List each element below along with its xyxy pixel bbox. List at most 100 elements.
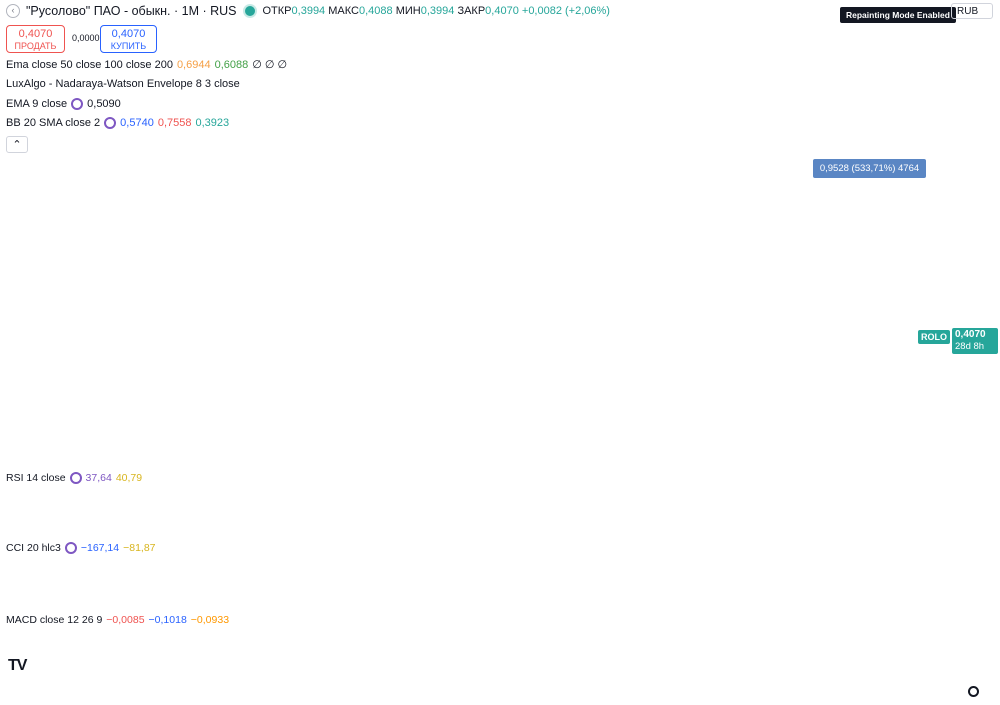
macd-hist-bar — [376, 653, 380, 655]
macd-hist-bar — [595, 648, 599, 653]
macd-hist-bar — [447, 644, 451, 653]
currency-select[interactable]: RUB — [951, 3, 993, 19]
price-axis-tick: 0,1250 — [955, 390, 986, 401]
up-arrow-head — [811, 181, 825, 197]
sell-price: 0,4070 — [18, 28, 53, 40]
macd-hist-bar — [242, 649, 246, 653]
ema9-line — [88, 182, 726, 404]
last-price-value: 0,4070 — [955, 329, 986, 340]
settings-icon[interactable] — [69, 472, 82, 484]
macd-hist-bar — [461, 643, 465, 653]
macd-hist-bar — [433, 647, 437, 653]
buy-label: КУПИТЬ — [110, 41, 147, 51]
legend-ema-empty: ∅ ∅ ∅ — [252, 59, 288, 71]
settings-icon[interactable] — [104, 117, 117, 129]
logo-text: TV — [8, 657, 27, 674]
time-axis-tick: 2014 — [85, 689, 108, 700]
macd-hist-bar — [588, 647, 592, 653]
symbol-title[interactable]: "Русолово" ПАО - обыкн. · 1M · RUS — [26, 4, 237, 18]
close-label: ЗАКР — [457, 5, 486, 17]
down-arrow — [751, 337, 763, 379]
macd-hist-bar — [511, 653, 515, 659]
measure-label-text: 0,9528 (533,71%) 4764 — [819, 163, 920, 174]
time-axis-tick: 2019 — [344, 689, 367, 700]
time-axis-tick: 2026 — [708, 689, 731, 700]
change-value: +0,0082 (+2,06%) — [521, 5, 610, 17]
annotations — [0, 181, 948, 383]
candle-body — [157, 396, 161, 398]
legend-nw-label: LuxAlgo - Nadaraya-Watson Envelope 8 3 c… — [6, 78, 240, 90]
candle-body — [461, 183, 465, 203]
macd-hist-bar — [313, 653, 317, 655]
macd-hist-bar — [482, 649, 486, 653]
macd-hist-bar — [341, 653, 345, 655]
candle-body — [341, 374, 345, 376]
legend-macd[interactable]: MACD close 12 26 9 −0,0085 −0,1018 −0,09… — [6, 614, 229, 626]
macd-hist-bar — [624, 653, 628, 655]
candle-body — [164, 396, 168, 398]
candle-body — [171, 396, 175, 399]
macd-hist-bar — [404, 650, 408, 653]
collapse-arrow-icon[interactable]: ‹ — [6, 4, 20, 18]
candle-body — [121, 396, 126, 399]
macd-hist-bar — [560, 653, 564, 657]
cci-axis-tick: 400,00 — [955, 542, 986, 553]
candle-body — [623, 210, 628, 237]
sell-button[interactable]: 0,4070 ПРОДАТЬ — [6, 25, 65, 53]
legend-bb[interactable]: BB 20 SMA close 2 0,5740 0,7558 0,3923 — [6, 117, 229, 129]
price-axis-tick: 1,3750 — [955, 134, 986, 145]
macd-hist-bar — [249, 649, 253, 653]
candle-body — [206, 396, 211, 398]
macd-hist-bar — [270, 652, 274, 653]
candle-body — [602, 157, 607, 170]
legend-ema9[interactable]: EMA 9 close 0,5090 — [6, 98, 121, 110]
time-axis-tick: 2021 — [448, 689, 471, 700]
macd-hist-bar — [716, 653, 720, 658]
candle-body — [425, 296, 430, 311]
macd-hist-bar — [305, 653, 309, 655]
ema200-line — [88, 285, 725, 404]
legend-ema-multi[interactable]: Ema close 50 close 100 close 200 0,6944 … — [6, 58, 288, 72]
measure-label[interactable]: 0,9528 (533,71%) 4764 — [813, 159, 926, 178]
macd-hist-bar — [440, 645, 444, 653]
candle-body — [234, 341, 239, 352]
legend-rsi[interactable]: RSI 14 close 37,64 40,79 — [6, 472, 142, 484]
candle-body — [192, 396, 197, 399]
macd-hist-bar — [291, 653, 295, 654]
candle-body — [673, 267, 677, 295]
buy-button[interactable]: 0,4070 КУПИТЬ — [100, 25, 157, 53]
macd-hist-bar — [687, 653, 691, 659]
macd-hist-bar — [617, 652, 621, 653]
close-value: 0,4070 — [485, 5, 519, 17]
legend-ema-multi-label: Ema close 50 close 100 close 200 — [6, 58, 173, 71]
candle-body — [411, 327, 416, 334]
high-label: МАКС — [328, 5, 359, 17]
legend-macd-signal: −0,0933 — [190, 614, 230, 626]
macd-hist-bar — [320, 653, 324, 655]
nw-upper-line — [88, 153, 726, 346]
candle-body — [418, 310, 423, 328]
candle-body — [489, 228, 494, 235]
candle-body — [263, 347, 267, 366]
candle-body — [475, 208, 479, 225]
settings-icon[interactable] — [64, 542, 77, 554]
symbol-header: ‹ "Русолово" ПАО - обыкн. · 1M · RUS ОТК… — [6, 4, 610, 18]
macd-hist-bar — [723, 653, 727, 658]
price-axis-tick: 1,6250 — [955, 83, 986, 94]
rsi-axis-tick: 25,00 — [955, 525, 980, 536]
gear-icon[interactable] — [968, 686, 979, 697]
macd-hist-bar — [673, 653, 677, 660]
macd-hist-bar — [680, 653, 684, 660]
legend-cci[interactable]: CCI 20 hlc3 −167,14 −81,87 — [6, 542, 156, 554]
oscillator-panes: 75,00 50,00 25,00 400,00 0,00 0,2000 0,0000 — [0, 474, 986, 663]
candle-body — [503, 273, 508, 285]
settings-icon[interactable] — [71, 98, 84, 110]
sell-label: ПРОДАТЬ — [14, 41, 57, 51]
legend-nw[interactable]: LuxAlgo - Nadaraya-Watson Envelope 8 3 c… — [6, 78, 240, 90]
macd-hist-bar — [503, 653, 507, 657]
candle-body — [722, 312, 727, 336]
legend-collapse-button[interactable]: ⌃ — [6, 136, 28, 153]
tradingview-logo[interactable]: TV — [8, 657, 27, 675]
candle-body — [277, 374, 281, 379]
